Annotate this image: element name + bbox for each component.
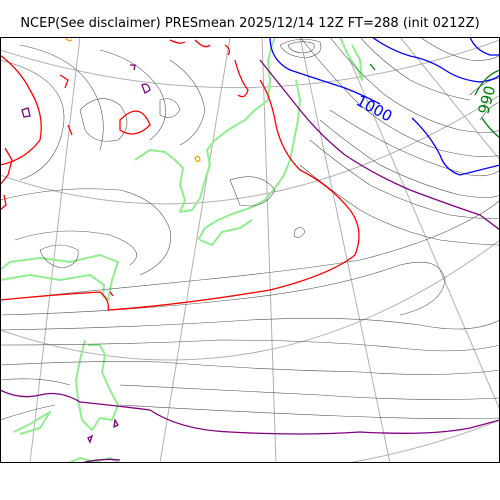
meridian-line	[299, 37, 391, 463]
isobar	[14, 230, 137, 266]
isobar	[99, 49, 166, 141]
isobar	[169, 59, 206, 146]
isobar-red	[224, 44, 231, 56]
map-canvas: 1000 990	[0, 37, 500, 463]
isobar	[0, 261, 446, 316]
isobar	[329, 37, 500, 133]
isobar-red	[169, 39, 186, 44]
isobar-red	[234, 59, 249, 98]
isobar-green	[369, 63, 376, 71]
coastline-segment	[0, 254, 119, 301]
parallel-line	[0, 94, 500, 205]
meridian-line	[261, 37, 277, 463]
parallel-line	[60, 419, 500, 463]
isobar	[287, 41, 315, 54]
coastline-segment	[339, 37, 363, 81]
coastline-segment	[13, 411, 51, 435]
isobar	[469, 77, 500, 96]
isobar	[319, 119, 500, 198]
isobar	[0, 361, 500, 375]
coastline-segment	[75, 339, 119, 431]
isobar	[329, 109, 500, 177]
coastline-segment	[199, 219, 253, 246]
meridian-line	[29, 37, 81, 463]
isobar-red	[59, 74, 69, 89]
isobar-purple	[113, 418, 119, 429]
isobars-orange	[64, 37, 201, 163]
isobar	[229, 176, 276, 207]
isobar	[309, 139, 500, 219]
isobar	[19, 44, 104, 151]
isobar-red	[0, 54, 42, 166]
isobar-red	[0, 79, 360, 311]
isobar	[159, 98, 181, 118]
isobar	[0, 318, 500, 331]
isobar-blue	[269, 37, 500, 176]
isobar	[39, 244, 79, 269]
isobar-green	[474, 69, 500, 139]
isobar-blue	[371, 37, 500, 83]
isobar-orange	[194, 155, 201, 163]
isobar-purple	[0, 389, 500, 435]
isobar-label-1000: 1000	[353, 92, 395, 126]
meridian-line	[339, 37, 500, 411]
isobar	[119, 384, 500, 400]
isobars-thin	[0, 37, 500, 421]
coastline	[0, 37, 363, 463]
isobar-blue	[469, 37, 500, 56]
isobar-purple	[259, 59, 500, 231]
coastline-segment	[134, 37, 276, 213]
meridian-line	[159, 37, 231, 463]
isobar	[0, 404, 56, 421]
isobar	[79, 98, 128, 142]
isobar-red	[109, 291, 114, 297]
isobars-purple	[0, 59, 500, 463]
isobars-red	[0, 39, 360, 311]
isobar-purple	[21, 107, 31, 118]
isobar	[0, 378, 71, 386]
parallel-line	[0, 239, 500, 361]
pressure-map: 1000 990	[0, 37, 500, 463]
coastline-segment	[197, 79, 301, 241]
isobar-red	[119, 110, 151, 135]
isobar-purple	[141, 83, 151, 94]
isobar-red	[0, 147, 13, 186]
isobar	[479, 101, 500, 121]
isobars-green	[369, 63, 500, 139]
parallel-line	[0, 39, 500, 89]
isobar-red	[0, 194, 7, 211]
isobar	[293, 227, 306, 238]
isobar-red	[67, 124, 73, 136]
isobar	[0, 188, 171, 276]
isobar	[359, 37, 471, 101]
isobar-purple	[130, 64, 136, 71]
isobar	[299, 37, 500, 157]
isobar-purple	[87, 434, 94, 444]
isobar	[0, 339, 500, 352]
map-title: NCEP(See disclaimer) PRESmean 2025/12/14…	[20, 16, 480, 31]
isobar	[119, 404, 500, 419]
isobar	[0, 199, 500, 301]
isobar	[0, 59, 65, 181]
isobar	[279, 38, 322, 59]
isobar-red	[194, 39, 211, 48]
isobar	[419, 37, 500, 61]
isobars-blue	[269, 37, 500, 176]
